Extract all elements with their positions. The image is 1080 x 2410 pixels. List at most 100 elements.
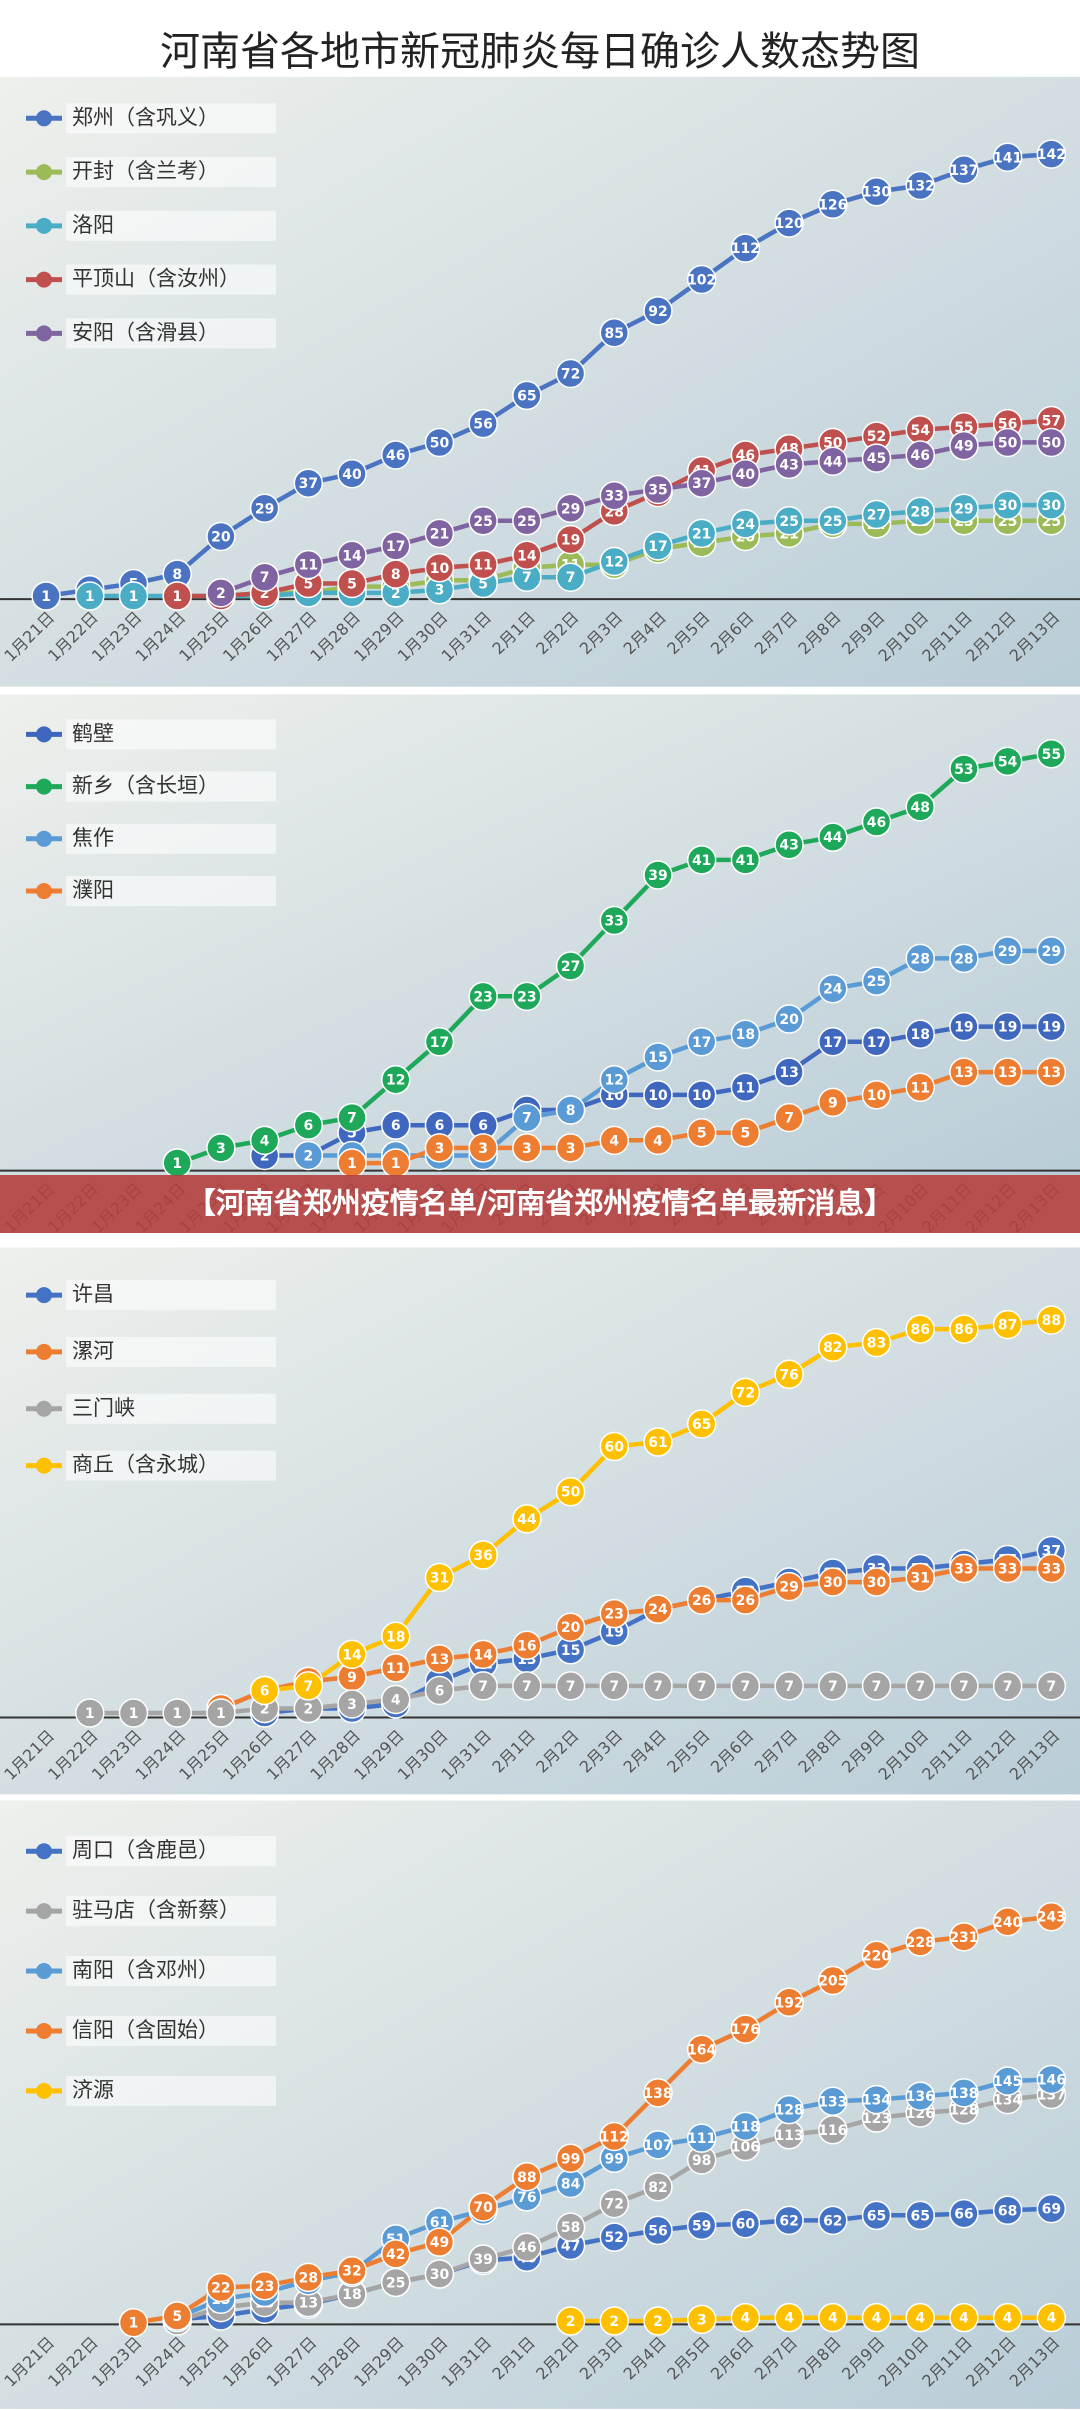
point [686,1117,717,1148]
data-label: 134 [993,2093,1022,2109]
data-label: 32 [342,2264,361,2280]
point [468,1540,498,1570]
data-label: 7 [566,1679,576,1695]
data-label: 1 [172,1706,182,1722]
data-label: 4 [872,2311,882,2327]
point [1036,427,1067,458]
data-label: 30 [998,498,1018,514]
point [905,440,935,470]
data-label: 86 [954,1322,973,1338]
point [468,549,498,580]
point [555,1612,586,1642]
point [337,1689,367,1719]
data-label: 4 [1046,2311,1056,2327]
point [818,1332,848,1362]
point [599,1431,630,1462]
point [686,2304,717,2335]
data-label: 82 [823,1340,842,1356]
data-label: 84 [561,2176,581,2192]
data-label: 28 [954,951,973,967]
point [249,562,280,592]
point [424,1644,455,1674]
data-label: 3 [697,2312,707,2328]
data-label: 65 [517,388,536,404]
point [555,562,586,592]
point [861,176,892,207]
data-label: 18 [910,1027,929,1043]
data-label: 31 [430,1571,449,1587]
point [905,1927,935,1957]
data-label: 2 [653,2314,663,2330]
data-label: 52 [867,429,886,445]
legend-label: 濮阳 [72,878,114,902]
data-label: 29 [954,501,973,517]
data-label: 19 [1042,1020,1061,1036]
point [424,427,455,458]
data-label: 9 [347,1670,357,1686]
data-label: 13 [430,1652,449,1668]
data-label: 4 [1003,2311,1013,2327]
point [905,1562,935,1593]
point [643,1427,673,1457]
data-label: 4 [653,1133,663,1149]
data-label: 46 [517,2240,536,2256]
data-label: 31 [910,1571,929,1587]
legend-dot [36,1343,52,1360]
data-label: 1 [85,1706,95,1722]
data-label: 7 [959,1679,969,1695]
point [555,358,586,389]
point [643,860,673,890]
data-label: 62 [823,2213,842,2229]
data-label: 47 [561,2239,580,2255]
point [206,2272,236,2303]
data-label: 12 [386,1073,405,1089]
data-label: 92 [648,304,667,320]
data-label: 25 [386,2275,405,2291]
data-label: 19 [605,1625,624,1641]
point [861,1671,892,1701]
data-label: 4 [784,2311,794,2327]
point [1036,490,1067,520]
point [861,1327,892,1358]
data-label: 17 [430,1035,449,1051]
data-label: 19 [561,533,580,549]
data-label: 41 [692,853,711,869]
legend-label: 商丘（含永城） [72,1453,219,1477]
legend-bg [66,1956,276,1987]
legend-label: 信阳（含固始） [72,2018,219,2042]
data-label: 83 [867,1336,886,1352]
point [949,1057,979,1087]
data-label: 56 [473,417,492,433]
data-label: 192 [774,1995,803,2011]
data-label: 102 [687,272,716,288]
legend-dot [36,726,52,743]
data-label: 15 [561,1643,580,1659]
point [512,380,542,411]
point [249,2271,280,2301]
point [861,1567,892,1597]
data-label: 7 [915,1679,925,1695]
point [512,1504,542,1534]
data-label: 27 [867,508,886,524]
data-label: 7 [522,570,532,586]
legend-dot [36,1400,52,1417]
point [861,443,892,473]
data-label: 21 [692,526,711,542]
data-label: 66 [954,2207,973,2223]
point [949,1671,979,1701]
point [818,1567,848,1597]
data-label: 21 [430,526,449,542]
point [75,581,105,611]
data-label: 107 [643,2138,672,2154]
legend-bg [66,1280,276,1311]
point [905,943,935,974]
point [774,2205,804,2236]
point [949,1553,979,1584]
data-label: 2 [260,586,270,602]
data-label: 5 [347,576,357,592]
data-label: 13 [299,2296,318,2312]
point [468,1671,498,1701]
point [424,1675,455,1706]
point [905,1671,935,1701]
data-label: 7 [653,1679,663,1695]
